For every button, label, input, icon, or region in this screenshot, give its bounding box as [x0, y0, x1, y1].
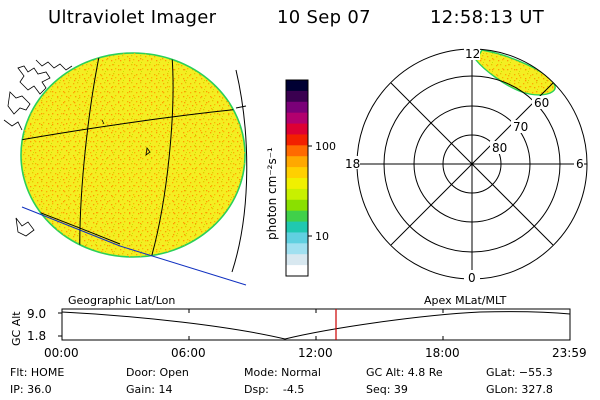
- colorbar-cell: [286, 145, 308, 157]
- info-flight: Flt: HOME: [10, 366, 65, 379]
- coastline: [3, 59, 73, 131]
- colorbar-cell: [286, 101, 308, 114]
- altitude-plot-frame: [61, 308, 571, 341]
- colorbar-cell: [286, 254, 308, 266]
- polar-axis: [390, 82, 554, 246]
- colorbar-cell: [286, 210, 308, 223]
- colorbar-cell: [286, 112, 308, 125]
- instrument-title: Ultraviolet Imager: [48, 7, 217, 28]
- coastline: [145, 146, 151, 156]
- altitude-ytick: 9.0: [27, 307, 46, 321]
- info-mode: Mode: Normal: [244, 366, 321, 379]
- meridian-line: [235, 105, 247, 109]
- colorbar-cell: [286, 156, 308, 168]
- time-tick: 00:00: [44, 346, 79, 360]
- colorbar-cell: [286, 265, 308, 277]
- mlt-label-0: 0: [468, 271, 476, 285]
- mlat-label-60: 60: [534, 96, 549, 110]
- altitude-ytick: 1.8: [27, 329, 46, 343]
- globe-image: [3, 52, 248, 286]
- mlt-label-6: 6: [576, 157, 584, 171]
- coastline: [101, 119, 105, 125]
- time-tick: 06:00: [171, 346, 206, 360]
- altitude-plot: GC Alt 9.0 1.8 00:00 06:00 12:00 18:00 2…: [10, 307, 587, 360]
- polar-caption: Apex MLat/MLT: [424, 294, 507, 307]
- time-tick: 23:59: [552, 346, 587, 360]
- coastline: [15, 217, 35, 237]
- globe-caption: Geographic Lat/Lon: [68, 294, 175, 307]
- colorbar-cell: [286, 134, 308, 146]
- header-date: 10 Sep 07: [277, 7, 371, 28]
- colorbar-cell: [286, 123, 308, 136]
- colorbar: [286, 80, 308, 277]
- colorbar-cell: [286, 232, 308, 244]
- mlat-label-80: 80: [492, 141, 507, 155]
- colorbar-cell: [286, 221, 308, 234]
- info-glon: GLon: 327.8: [486, 383, 553, 396]
- info-seq: Seq: 39: [366, 383, 408, 396]
- satellite-track: [21, 206, 247, 286]
- colorbar-cell: [286, 243, 308, 255]
- info-gain: Gain: 14: [126, 383, 173, 396]
- info-dsp: Dsp: -4.5: [244, 383, 305, 396]
- info-door: Door: Open: [126, 366, 189, 379]
- graticule: [21, 53, 245, 257]
- info-gc-alt: GC Alt: 4.8 Re: [366, 366, 443, 379]
- info-ip: IP: 36.0: [10, 383, 52, 396]
- mlt-label-18: 18: [345, 157, 360, 171]
- colorbar-label: photon cm⁻²s⁻¹: [265, 147, 279, 240]
- meridian-line: [231, 69, 248, 273]
- time-tick: 18:00: [425, 346, 460, 360]
- polar-plot: 12 0 18 6 60 70 80: [344, 47, 588, 285]
- time-tick: 12:00: [298, 346, 333, 360]
- altitude-ylabel: GC Alt: [10, 311, 23, 346]
- colorbar-tick-label: 100: [315, 140, 336, 153]
- colorbar-tick-label: 10: [315, 230, 329, 243]
- colorbar-cell: [286, 178, 308, 190]
- mlt-label-12: 12: [465, 47, 480, 61]
- colorbar-cell: [286, 199, 308, 212]
- header-time: 12:58:13 UT: [430, 7, 545, 28]
- colorbar-frame: [285, 79, 309, 277]
- colorbar-cell: [286, 167, 308, 179]
- mlat-label-70: 70: [513, 120, 528, 134]
- colorbar-cell: [286, 188, 308, 201]
- info-glat: GLat: −55.3: [486, 366, 553, 379]
- colorbar-cell: [286, 80, 308, 92]
- colorbar-cell: [286, 90, 308, 103]
